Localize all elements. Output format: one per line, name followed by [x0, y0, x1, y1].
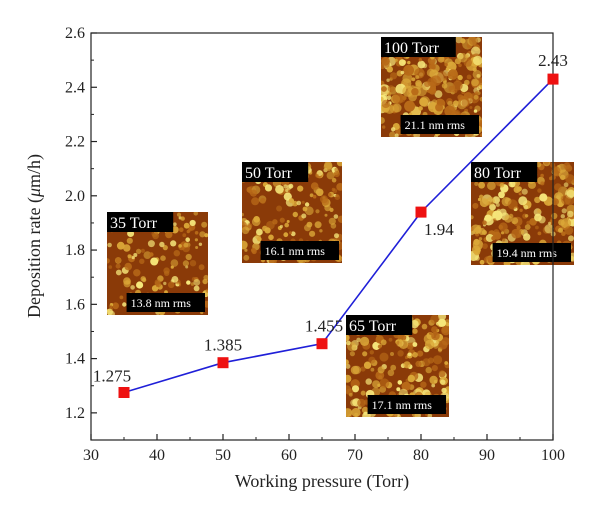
data-label: 1.94 [424, 220, 454, 239]
x-tick-label: 50 [215, 447, 231, 464]
series [118, 73, 559, 398]
inset-title-bg [381, 37, 456, 57]
afm-insets: 35 Torr 13.8 nm rms 50 Torr 16.1 nm rms 65 T… [107, 37, 574, 417]
y-tick-label: 1.4 [65, 351, 85, 368]
inset-rms: 13.8 nm rms [131, 296, 192, 310]
x-tick-label: 30 [83, 447, 99, 464]
x-tick-label: 80 [413, 447, 429, 464]
afm-inset: 100 Torr 21.1 nm rms [381, 37, 482, 137]
inset-title-bg [471, 162, 538, 182]
data-label: 1.275 [93, 367, 131, 386]
inset-rms-bg [126, 293, 205, 312]
afm-inset: 65 Torr 17.1 nm rms [346, 315, 449, 417]
inset-title: 80 Torr [474, 165, 522, 182]
data-labels: 1.275 1.385 1.455 1.94 2.43 [93, 51, 568, 385]
data-point-marker [118, 387, 130, 398]
y-tick-label: 1.2 [65, 405, 85, 422]
afm-inset: 35 Torr 13.8 nm rms [107, 212, 208, 315]
y-tick-label: 2.4 [65, 79, 85, 96]
x-tick-label: 40 [149, 447, 165, 464]
inset-title: 65 Torr [349, 318, 397, 335]
afm-inset: 80 Torr 19.4 nm rms [471, 162, 574, 265]
inset-title-bg [107, 212, 174, 232]
data-label: 1.385 [204, 336, 242, 355]
inset-rms: 17.1 nm rms [372, 398, 433, 412]
y-tick-label: 2.6 [65, 25, 85, 42]
inset-title: 35 Torr [110, 215, 158, 232]
data-point-marker [217, 357, 229, 369]
x-tick-label: 90 [479, 447, 495, 464]
y-tick-label: 1.6 [65, 296, 85, 313]
axis-ticks: 30 40 50 60 70 80 90 100 1.2 1.4 1.6 1.8 2.0 2.2 2.4 2.… [65, 25, 565, 464]
x-tick-label: 70 [347, 447, 363, 464]
x-tick-label: 100 [541, 447, 565, 464]
inset-rms-bg [400, 115, 479, 134]
inset-rms-bg [367, 395, 446, 414]
data-label: 2.43 [538, 51, 568, 70]
inset-rms: 16.1 nm rms [265, 244, 326, 258]
inset-title: 100 Torr [384, 40, 440, 57]
y-axis-title: Deposition rate (μm/h) [24, 154, 45, 318]
inset-rms: 21.1 nm rms [405, 118, 466, 132]
y-tick-label: 1.8 [65, 242, 85, 259]
inset-rms-bg [260, 241, 339, 260]
inset-rms-bg [492, 243, 571, 262]
y-axis-title-prefix: Deposition rate ( [24, 197, 45, 318]
inset-rms: 19.4 nm rms [497, 246, 558, 260]
x-tick-label: 60 [281, 447, 297, 464]
x-axis-title: Working pressure (Torr) [235, 471, 409, 492]
data-label: 1.455 [305, 317, 343, 336]
inset-title-bg [346, 315, 413, 335]
afm-inset: 50 Torr 16.1 nm rms [242, 162, 342, 263]
y-axis-title-suffix: m/h) [24, 154, 45, 188]
inset-title: 50 Torr [245, 165, 293, 182]
inset-title-bg [242, 162, 309, 182]
y-tick-label: 2.2 [65, 134, 85, 151]
data-point-marker [547, 73, 559, 85]
y-axis-title-mu: μ [24, 188, 44, 198]
data-point-marker [316, 338, 328, 350]
data-point-marker [415, 206, 427, 218]
y-tick-label: 2.0 [65, 188, 85, 205]
